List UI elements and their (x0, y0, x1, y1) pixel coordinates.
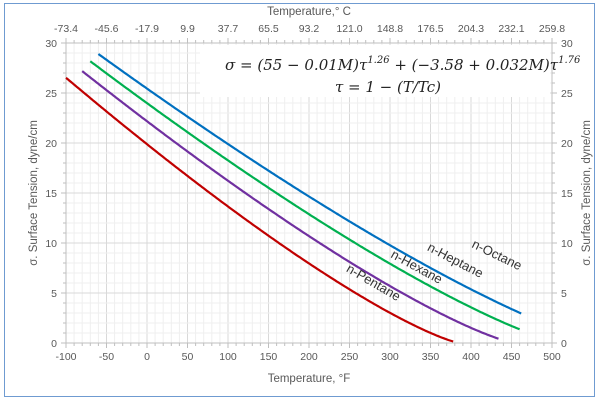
x2-axis-title: Temperature,° C (267, 6, 351, 18)
formula-part: )τ (352, 56, 368, 74)
y-tick-label: 15 (45, 188, 57, 200)
x2-tick-label: 176.5 (417, 23, 443, 35)
x-tick-label: -100 (55, 351, 76, 363)
x-tick-label: 200 (300, 351, 318, 363)
y2-tick-label: 5 (561, 288, 567, 300)
x2-tick-label: 232.1 (498, 23, 524, 35)
x2-tick-label: 93.2 (299, 23, 320, 35)
y-tick-label: 10 (45, 238, 57, 250)
x2-tick-label: 65.5 (258, 23, 279, 35)
x-tick-label: 350 (422, 351, 440, 363)
y2-tick-label: 10 (561, 238, 573, 250)
y2-tick-label: 15 (561, 188, 573, 200)
x-tick-label: 100 (219, 351, 237, 363)
x2-tick-label: -45.6 (95, 23, 119, 35)
x-tick-label: 400 (462, 351, 480, 363)
series-group (65, 53, 522, 343)
x2-tick-label: 37.7 (218, 23, 239, 35)
formula-part: + (−3.58 + 0.032 (390, 56, 529, 74)
y-tick-label: 30 (45, 38, 57, 50)
y-axis-title: σ. Surface Tension, dyne/cm (28, 120, 40, 266)
series-line-n-pentane (65, 76, 454, 343)
x-tick-label: 250 (341, 351, 359, 363)
x-tick-label: 500 (543, 351, 561, 363)
formula-background (200, 45, 550, 97)
formula-part: )τ (543, 56, 559, 74)
x-tick-label: 300 (381, 351, 399, 363)
x2-tick-label: -17.9 (135, 23, 159, 35)
y-tick-label: 25 (45, 88, 57, 100)
x-tick-label: 150 (260, 351, 278, 363)
formula-line-2: τ = 1 − (T/Tc) (335, 78, 441, 96)
y2-tick-label: 20 (561, 138, 573, 150)
formula-box: σ = (55 − 0.01M)τ1.26 + (−3.58 + 0.032M)… (200, 45, 581, 97)
y2-tick-label: 0 (561, 338, 567, 350)
y2-tick-label: 25 (561, 88, 573, 100)
y-tick-label: 0 (51, 338, 57, 350)
y-tick-label: 5 (51, 288, 57, 300)
x-tick-label: 0 (144, 351, 150, 363)
formula-exponent: 1.76 (558, 55, 581, 66)
series-line-n-heptane (89, 60, 521, 331)
series-line-n-octane (97, 53, 522, 315)
y2-axis-title: σ. Surface Tension, dyne/cm (581, 120, 593, 266)
y2-tick-label: 30 (561, 38, 573, 50)
formula-line-1: σ = (55 − 0.01M)τ1.26 + (−3.58 + 0.032M)… (225, 55, 581, 74)
formula-part: M (337, 56, 354, 74)
x2-tick-label: 121.0 (336, 23, 362, 35)
formula-part: M (528, 56, 545, 74)
x-tick-label: -50 (99, 351, 114, 363)
x2-tick-label: 259.8 (539, 23, 565, 35)
formula-part: σ = (55 − 0.01 (225, 56, 338, 74)
formula-exponent: 1.26 (367, 55, 390, 66)
x-tick-label: 450 (503, 351, 521, 363)
x-tick-label: 50 (182, 351, 194, 363)
y-tick-label: 20 (45, 138, 57, 150)
x2-tick-label: 9.9 (180, 23, 195, 35)
x2-tick-label: -73.4 (54, 23, 78, 35)
x2-tick-label: 204.3 (458, 23, 484, 35)
axes: -100 -50 0 50 100 150 200 250 300 350 400 450 500-73… (45, 23, 573, 363)
x2-tick-label: 148.8 (377, 23, 403, 35)
series-line-n-hexane (81, 70, 499, 340)
x-axis-title: Temperature, °F (268, 373, 351, 385)
